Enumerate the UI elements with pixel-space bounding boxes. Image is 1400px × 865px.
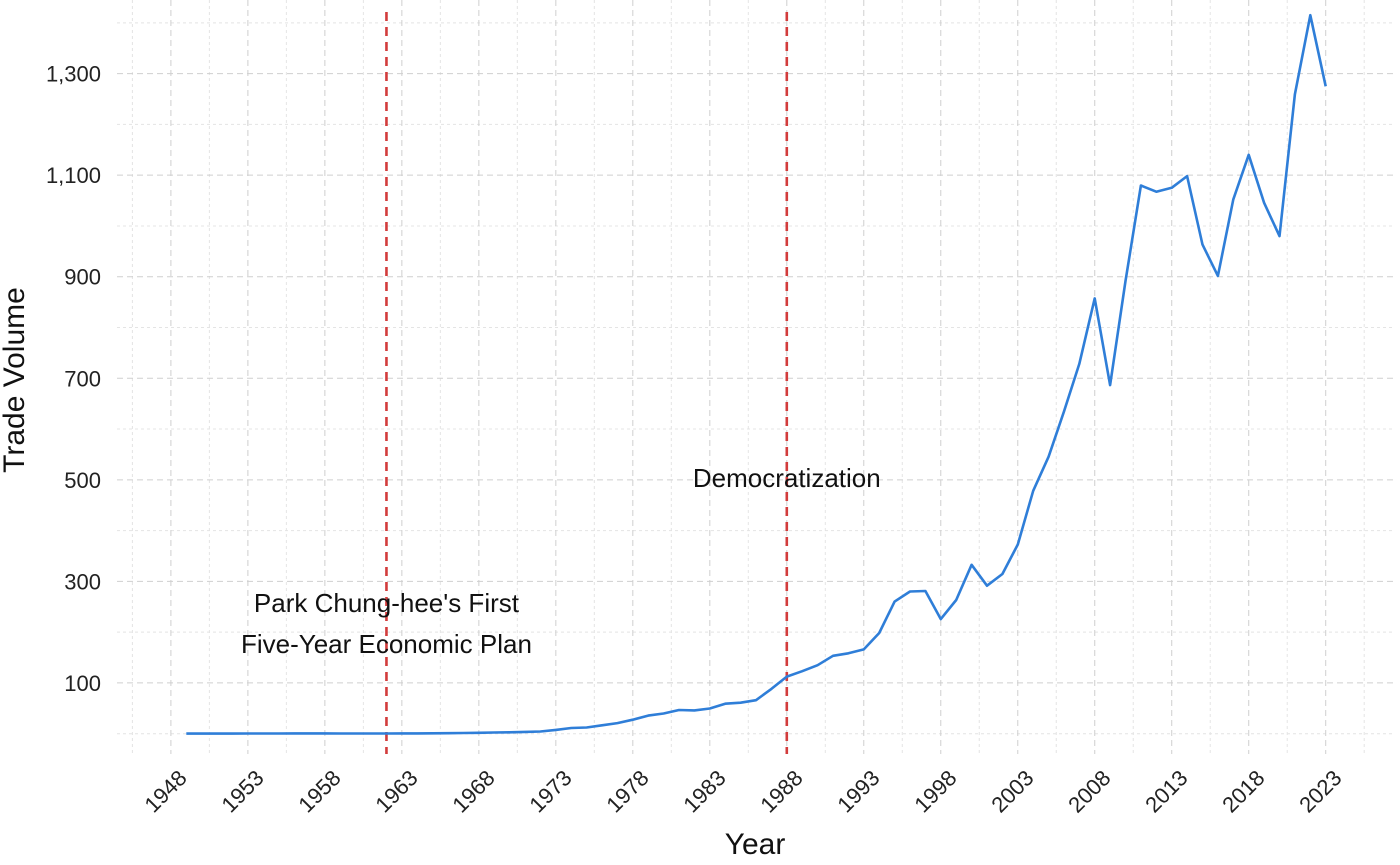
x-tick-label: 2023 <box>1294 765 1346 817</box>
series-line <box>186 13 1327 735</box>
x-tick-label: 1948 <box>139 765 191 817</box>
x-tick-label: 1973 <box>524 765 576 817</box>
event-lines <box>385 12 789 754</box>
event-label-1988: Democratization <box>693 463 881 493</box>
x-tick-label: 2003 <box>986 765 1038 817</box>
x-tick-label: 1998 <box>909 765 961 817</box>
event-label-1962: Five-Year Economic Plan <box>241 629 532 659</box>
y-tick-label: 900 <box>64 265 101 290</box>
x-tick-label: 1958 <box>293 765 345 817</box>
x-tick-label: 1963 <box>370 765 422 817</box>
x-tick-label: 2013 <box>1140 765 1192 817</box>
x-tick-label: 1983 <box>678 765 730 817</box>
x-tick-label: 2018 <box>1217 765 1269 817</box>
x-axis-title: Year <box>725 828 786 861</box>
y-axis-title: Trade Volume <box>0 287 31 473</box>
y-tick-label: 1,100 <box>46 163 101 188</box>
x-tick-label: 1993 <box>832 765 884 817</box>
y-tick-label: 500 <box>64 468 101 493</box>
event-annotations: Park Chung-hee's First Five-Year Economic… <box>241 463 881 659</box>
event-label-1962: Park Chung-hee's First <box>254 588 520 618</box>
series <box>186 13 1327 735</box>
y-tick-label: 1,300 <box>46 62 101 87</box>
x-tick-label: 1968 <box>447 765 499 817</box>
x-tick-label: 1988 <box>755 765 807 817</box>
grid <box>117 0 1395 754</box>
y-tick-label: 100 <box>64 671 101 696</box>
y-axis-ticks: 100 300 500 700 900 1,100 1,300 <box>46 62 101 696</box>
y-tick-label: 300 <box>64 569 101 594</box>
x-tick-label: 2008 <box>1063 765 1115 817</box>
x-tick-label: 1978 <box>601 765 653 817</box>
y-tick-label: 700 <box>64 366 101 391</box>
x-tick-label: 1953 <box>216 765 268 817</box>
x-axis-ticks: 1948 1953 1958 1963 1968 1973 1978 1983 1988 1993… <box>139 765 1346 817</box>
